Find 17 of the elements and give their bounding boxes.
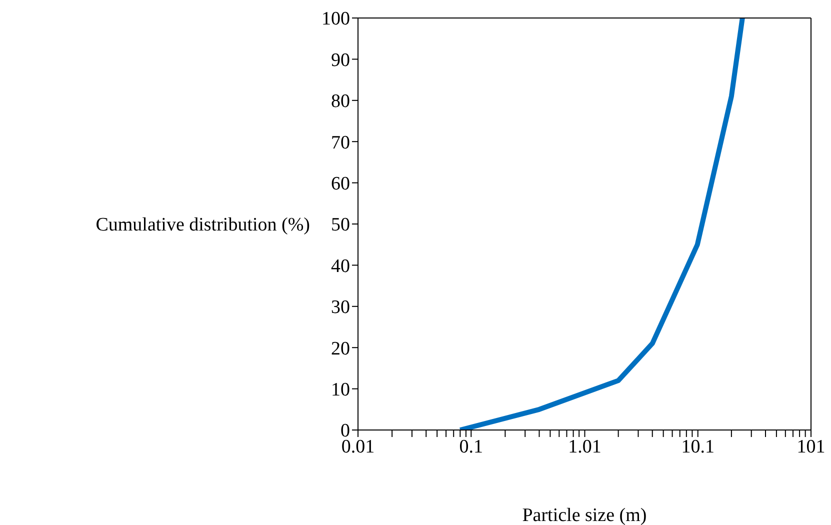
y-tick-label: 100 (322, 8, 350, 30)
x-tick-label: 0.1 (459, 436, 484, 458)
x-tick-label: 10.1 (681, 436, 714, 458)
y-tick-label: 20 (331, 338, 350, 360)
x-tick-label: 1.01 (568, 436, 602, 458)
y-tick-label: 70 (331, 132, 350, 154)
y-tick-label: 60 (331, 174, 350, 195)
y-tick-label: 10 (331, 380, 350, 401)
y-tick-label: 30 (331, 297, 350, 318)
y-tick-label: 80 (331, 91, 350, 112)
y-tick-label: 40 (331, 256, 350, 277)
x-axis-title: Particle size (m) (522, 505, 647, 525)
y-axis-title: Cumulative distribution (%) (96, 214, 310, 236)
y-tick-label: 50 (331, 214, 350, 236)
y-tick-label: 90 (331, 50, 350, 71)
x-tick-label: 0.01 (341, 436, 375, 458)
x-tick-label: 101 (796, 436, 826, 458)
